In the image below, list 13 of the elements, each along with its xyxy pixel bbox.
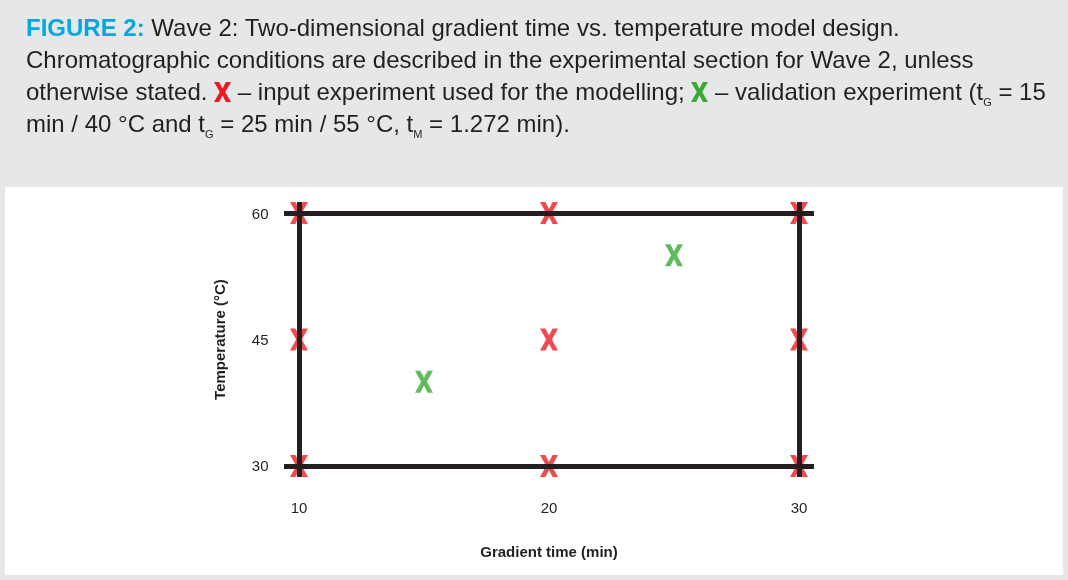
x-axis-title: Gradient time (min) — [480, 543, 618, 561]
x-tick-label: 30 — [790, 499, 808, 517]
y-tick-label: 30 — [251, 457, 269, 475]
y-tick-label: 45 — [251, 331, 269, 348]
x-tick-label: 10 — [290, 499, 308, 517]
y-tick-label: 60 — [251, 204, 269, 222]
x-tick-label: 20 — [540, 499, 558, 517]
y-axis-title: Temperature (°C) — [210, 279, 228, 400]
text: FIGURE 2: — [26, 14, 145, 41]
legend-label: – input experiment used for the modelling; — [237, 78, 685, 105]
point — [665, 244, 683, 267]
point — [415, 370, 433, 393]
point — [540, 328, 558, 351]
